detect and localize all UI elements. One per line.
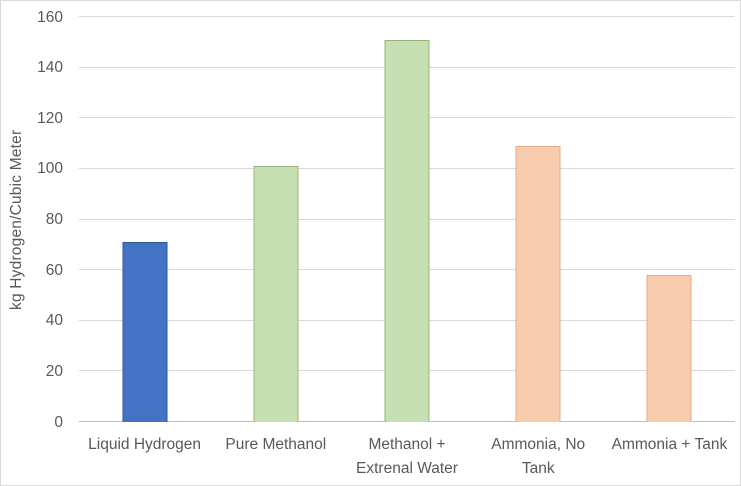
y-tick-label: 0 — [54, 413, 63, 431]
y-tick-label: 20 — [45, 362, 63, 380]
bar-liquid-hydrogen — [122, 242, 168, 422]
category-slot — [341, 17, 472, 422]
y-tick-label: 140 — [37, 58, 63, 76]
category-slot — [210, 17, 341, 422]
bar-ammonia-no-tank — [515, 146, 561, 422]
x-category-label: Pure Methanol — [225, 436, 327, 453]
y-tick-label: 80 — [45, 210, 63, 228]
bar-pure-methanol — [253, 166, 299, 422]
category-slot — [604, 17, 735, 422]
bar-ammonia-tank — [646, 275, 692, 422]
x-category-label: Liquid Hydrogen — [88, 436, 202, 453]
category-slot — [473, 17, 604, 422]
y-tick-label: 40 — [45, 312, 63, 329]
x-category-label: Ammonia, No Tank — [491, 436, 586, 478]
bar-methanol-extrenal-water — [384, 39, 430, 422]
y-tick-label: 60 — [45, 261, 63, 279]
y-axis-tick-labels: 0 20 40 60 80 100 120 140 160 — [1, 9, 63, 429]
y-tick-label: 160 — [37, 8, 63, 26]
y-tick-label: 100 — [37, 160, 63, 178]
y-tick-label: 120 — [37, 109, 63, 127]
x-category-label: Ammonia + Tank — [611, 436, 728, 453]
x-axis-category-labels: Liquid Hydrogen Pure Methanol Methanol + Ex… — [79, 424, 735, 481]
plot-area — [79, 16, 735, 422]
category-slot — [79, 17, 210, 422]
gridline — [79, 16, 735, 17]
x-category-label: Methanol + Extrenal Water — [356, 436, 458, 478]
